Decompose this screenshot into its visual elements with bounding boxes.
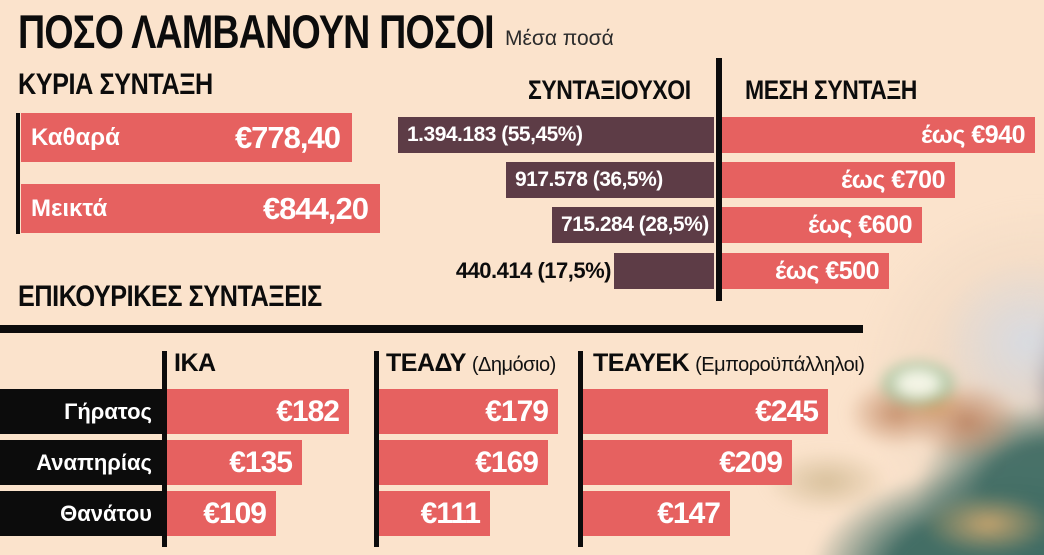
column-rule-teayek — [578, 351, 583, 547]
row-label-death: Θανάτου — [0, 491, 162, 536]
fund-name: ΙΚΑ — [174, 349, 216, 377]
average-pension-value: έως €700 — [841, 165, 945, 194]
bar-gross-pension: Μεικτά €844,20 — [21, 184, 380, 233]
bar-teayek-old-age: €245 — [583, 389, 828, 434]
bar-teayek-disability: €209 — [583, 440, 792, 485]
bar-teady-disability: €169 — [379, 440, 548, 485]
bar-value: €111 — [420, 496, 481, 530]
column-header-teady: ΤΕΑΔΥ (Δημόσιο) — [386, 349, 556, 378]
bar-value: €179 — [485, 394, 549, 428]
main-pension-heading: ΚΥΡΙΑ ΣΥΝΤΑΞΗ — [18, 68, 213, 101]
bar-label: Μεικτά — [31, 194, 108, 222]
header-average-pension: ΜΕΣΗ ΣΥΝΤΑΞΗ — [745, 75, 917, 105]
pensioners-count: 715.284 (28,5%) — [561, 213, 709, 236]
fund-note: (Δημόσιο) — [471, 354, 556, 376]
fund-note: (Εμποροϋπάλληλοι) — [695, 354, 865, 376]
bar-value: €169 — [475, 445, 539, 479]
bar-ika-old-age: €182 — [167, 389, 349, 434]
average-pension-value: έως €940 — [921, 120, 1025, 149]
main-pension-left-rule — [16, 113, 20, 234]
fund-name: ΤΕΑΔΥ — [386, 349, 466, 377]
pensioners-bar: 917.578 (36,5%) — [506, 162, 714, 198]
average-pension-bar: έως €940 — [722, 117, 1035, 153]
pensioners-bar: 1.394.183 (55,45%) — [398, 117, 714, 153]
column-rule-teady — [374, 351, 379, 547]
supplementary-heading: ΕΠΙΚΟΥΡΙΚΕΣ ΣΥΝΤΑΞΕΙΣ — [18, 280, 322, 313]
row-label-old-age: Γήρατος — [0, 389, 162, 434]
page-title: ΠΟΣΟ ΛΑΜΒΑΝΟΥΝ ΠΟΣΟΙ — [18, 5, 495, 58]
pensioners-count: 440.414 (17,5%) — [455, 258, 612, 283]
average-pension-bar: έως €700 — [722, 162, 955, 198]
pensioners-bar — [614, 253, 714, 289]
bar-net-pension: Καθαρά €778,40 — [21, 113, 352, 162]
column-rule-ika — [162, 351, 167, 547]
distribution-divider-rule — [716, 58, 722, 301]
bar-value: €209 — [719, 445, 783, 479]
average-pension-value: έως €600 — [808, 210, 912, 239]
bar-teady-death: €111 — [379, 491, 490, 536]
pensioners-count: 1.394.183 (55,45%) — [407, 123, 583, 146]
bar-ika-death: €109 — [167, 491, 276, 536]
bar-value: €109 — [203, 496, 267, 530]
bar-teayek-death: €147 — [583, 491, 730, 536]
average-pension-value: έως €500 — [775, 256, 879, 285]
bar-label: Καθαρά — [31, 123, 120, 151]
bar-value: €135 — [229, 445, 293, 479]
bar-value: €778,40 — [234, 119, 341, 155]
pensioners-count: 917.578 (36,5%) — [515, 168, 663, 191]
average-pension-bar: έως €600 — [722, 207, 922, 243]
pensioners-bar: 715.284 (28,5%) — [552, 207, 714, 243]
bar-teady-old-age: €179 — [379, 389, 558, 434]
column-header-ika: ΙΚΑ — [174, 349, 222, 378]
fund-name: ΤΕΑΥΕΚ — [593, 349, 690, 377]
bar-value: €245 — [755, 394, 819, 428]
bar-value: €147 — [657, 496, 721, 530]
bar-value: €182 — [276, 394, 340, 428]
column-header-teayek: ΤΕΑΥΕΚ (Εμποροϋπάλληλοι) — [593, 349, 865, 378]
bar-value: €844,20 — [262, 190, 369, 226]
row-label-disability: Αναπηρίας — [0, 440, 162, 485]
page-subtitle: Μέσα ποσά — [505, 27, 614, 50]
header-pensioners: ΣΥΝΤΑΞΙΟΥΧΟΙ — [528, 75, 691, 105]
bar-ika-disability: €135 — [167, 440, 302, 485]
section-divider-rule — [0, 325, 863, 333]
average-pension-bar: έως €500 — [722, 253, 889, 289]
